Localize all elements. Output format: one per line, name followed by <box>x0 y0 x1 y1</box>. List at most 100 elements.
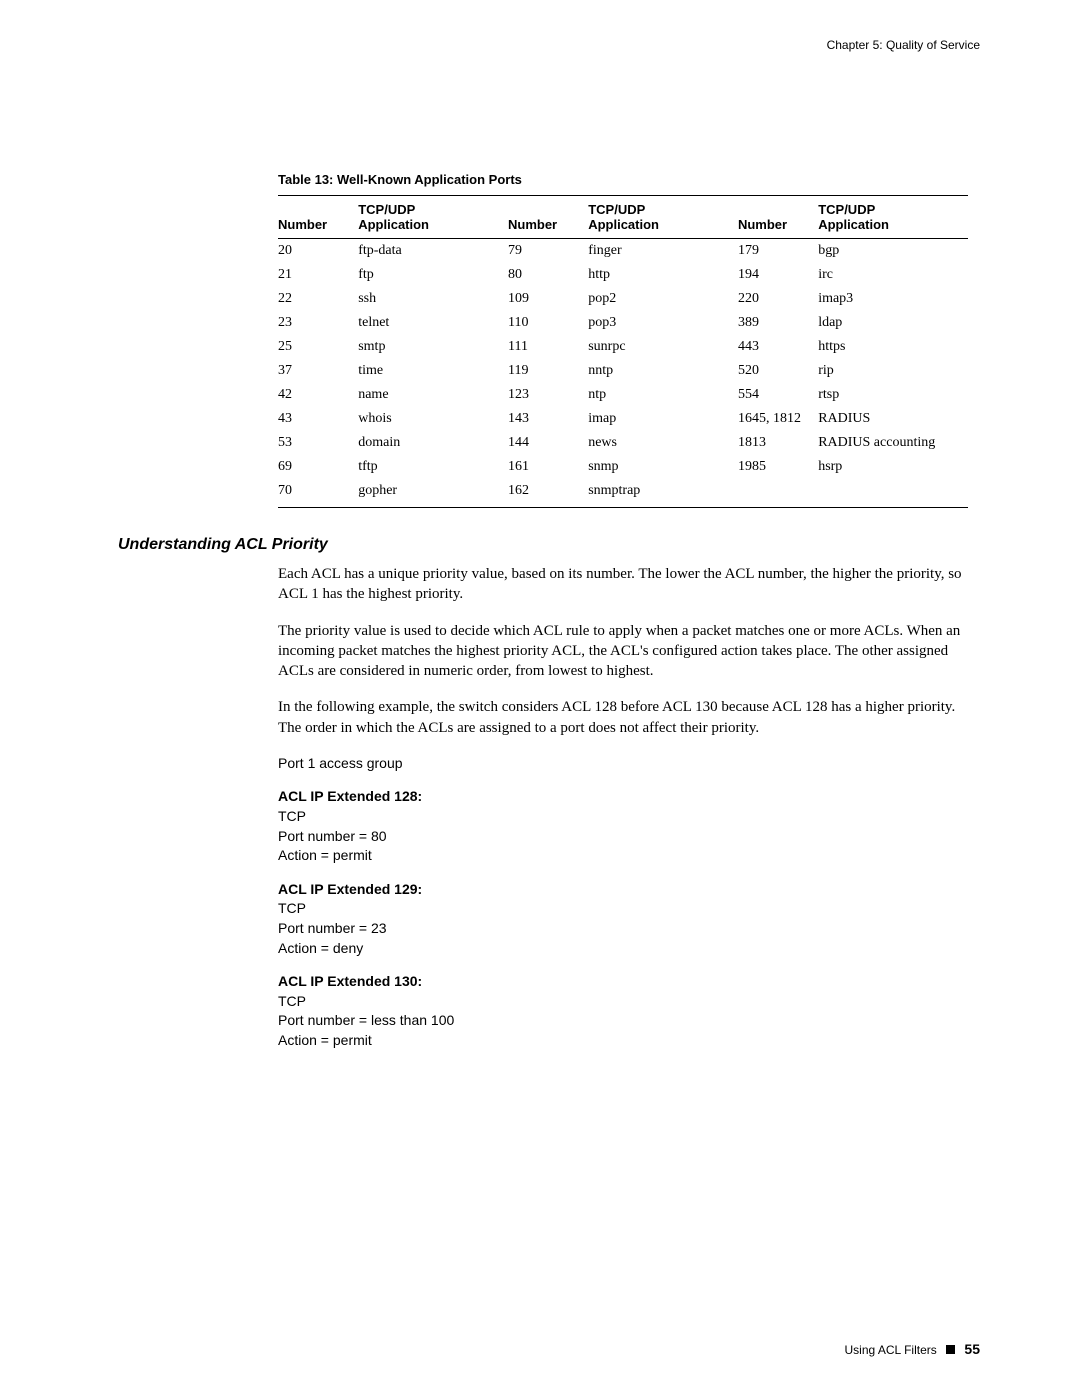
table-row: 23telnet110pop3389ldap <box>278 311 968 335</box>
table-cell: 69 <box>278 455 358 479</box>
table-cell: 389 <box>738 311 818 335</box>
table-cell: ldap <box>818 311 968 335</box>
paragraph: In the following example, the switch con… <box>278 697 978 738</box>
table-cell: 1985 <box>738 455 818 479</box>
table-cell: 1645, 1812 <box>738 407 818 431</box>
table-cell: smtp <box>358 335 508 359</box>
acl-line: Port number = 80 <box>278 828 387 844</box>
table-cell: snmptrap <box>588 479 738 508</box>
table-row: 69tftp161snmp1985hsrp <box>278 455 968 479</box>
acl-line: TCP <box>278 808 306 824</box>
table-cell: 179 <box>738 239 818 264</box>
page-footer: Using ACL Filters 55 <box>844 1341 980 1357</box>
table-cell: 110 <box>508 311 588 335</box>
table-cell: http <box>588 263 738 287</box>
table-row: 21ftp80http194irc <box>278 263 968 287</box>
table-cell: 22 <box>278 287 358 311</box>
table-cell: 194 <box>738 263 818 287</box>
table-cell: 520 <box>738 359 818 383</box>
section-heading: Understanding ACL Priority <box>118 536 980 554</box>
acl-line: Action = permit <box>278 847 372 863</box>
acl-line: Action = permit <box>278 1032 372 1048</box>
th-app: TCP/UDPApplication <box>818 196 968 239</box>
table-cell: tftp <box>358 455 508 479</box>
table-cell: rip <box>818 359 968 383</box>
table-cell: name <box>358 383 508 407</box>
th-app: TCP/UDPApplication <box>358 196 508 239</box>
table-cell: 20 <box>278 239 358 264</box>
acl-line: Port number = less than 100 <box>278 1012 454 1028</box>
acl-line: Action = deny <box>278 940 363 956</box>
acl-line: TCP <box>278 993 306 1009</box>
table-cell: 109 <box>508 287 588 311</box>
paragraph: The priority value is used to decide whi… <box>278 621 978 682</box>
code-intro: Port 1 access group <box>278 754 980 774</box>
acl-block: ACL IP Extended 129: TCP Port number = 2… <box>278 880 980 958</box>
page-number: 55 <box>964 1341 980 1357</box>
table-cell <box>738 479 818 508</box>
table-cell: 70 <box>278 479 358 508</box>
table-cell: 162 <box>508 479 588 508</box>
acl-title: ACL IP Extended 129: <box>278 881 422 897</box>
table-cell: 21 <box>278 263 358 287</box>
table-cell: news <box>588 431 738 455</box>
th-number: Number <box>278 196 358 239</box>
table-row: 42name123ntp554rtsp <box>278 383 968 407</box>
table-cell: ftp <box>358 263 508 287</box>
table-cell: 123 <box>508 383 588 407</box>
table-cell: RADIUS <box>818 407 968 431</box>
acl-block: ACL IP Extended 128: TCP Port number = 8… <box>278 787 980 865</box>
acl-line: TCP <box>278 900 306 916</box>
table-row: 22ssh109pop2220imap3 <box>278 287 968 311</box>
th-app: TCP/UDPApplication <box>588 196 738 239</box>
paragraph: Each ACL has a unique priority value, ba… <box>278 564 978 605</box>
acl-title: ACL IP Extended 130: <box>278 973 422 989</box>
table-cell: 161 <box>508 455 588 479</box>
table-cell: whois <box>358 407 508 431</box>
chapter-header: Chapter 5: Quality of Service <box>118 38 980 52</box>
table-cell: irc <box>818 263 968 287</box>
acl-title: ACL IP Extended 128: <box>278 788 422 804</box>
table-cell: 53 <box>278 431 358 455</box>
footer-text: Using ACL Filters <box>844 1343 936 1357</box>
table-row: 25smtp111sunrpc443https <box>278 335 968 359</box>
table-cell: 42 <box>278 383 358 407</box>
table-cell: pop3 <box>588 311 738 335</box>
table-cell: 79 <box>508 239 588 264</box>
table-cell: imap <box>588 407 738 431</box>
table-cell: nntp <box>588 359 738 383</box>
th-number: Number <box>738 196 818 239</box>
table-cell: 220 <box>738 287 818 311</box>
table-row: 37time119nntp520rip <box>278 359 968 383</box>
table-cell: 1813 <box>738 431 818 455</box>
footer-separator-icon <box>946 1345 955 1354</box>
table-cell: 144 <box>508 431 588 455</box>
table-cell: 37 <box>278 359 358 383</box>
table-cell: ssh <box>358 287 508 311</box>
table-cell: imap3 <box>818 287 968 311</box>
table-row: 20ftp-data79finger179bgp <box>278 239 968 264</box>
table-cell: RADIUS accounting <box>818 431 968 455</box>
table-cell: ftp-data <box>358 239 508 264</box>
table-cell: sunrpc <box>588 335 738 359</box>
acl-line: Port number = 23 <box>278 920 387 936</box>
table-cell: 23 <box>278 311 358 335</box>
table-cell: time <box>358 359 508 383</box>
table-cell <box>818 479 968 508</box>
table-row: 53domain144news1813RADIUS accounting <box>278 431 968 455</box>
table-cell: bgp <box>818 239 968 264</box>
table-cell: 143 <box>508 407 588 431</box>
table-row: 43whois143imap1645, 1812RADIUS <box>278 407 968 431</box>
table-cell: snmp <box>588 455 738 479</box>
table-cell: https <box>818 335 968 359</box>
acl-block: ACL IP Extended 130: TCP Port number = l… <box>278 972 980 1050</box>
table-cell: 43 <box>278 407 358 431</box>
table-cell: 80 <box>508 263 588 287</box>
table-cell: domain <box>358 431 508 455</box>
table-cell: telnet <box>358 311 508 335</box>
table-cell: finger <box>588 239 738 264</box>
table-cell: pop2 <box>588 287 738 311</box>
ports-table: Number TCP/UDPApplication Number TCP/UDP… <box>278 195 968 508</box>
table-cell: rtsp <box>818 383 968 407</box>
table-cell: 443 <box>738 335 818 359</box>
